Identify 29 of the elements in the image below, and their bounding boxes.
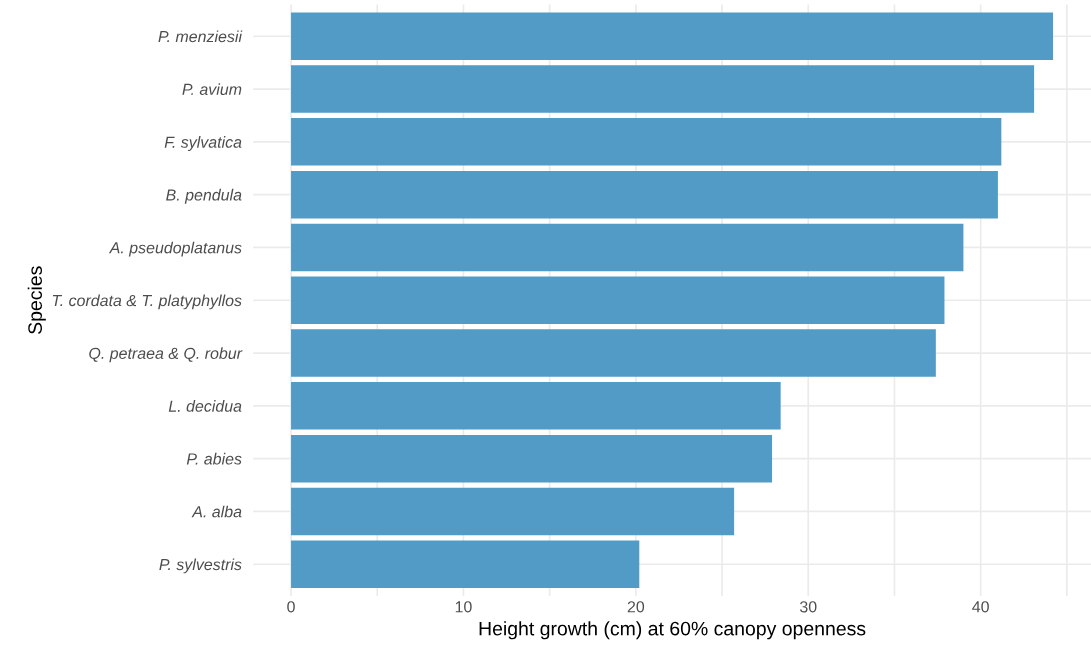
x-tick-label: 0	[287, 601, 295, 613]
bar	[291, 329, 936, 377]
y-tick-label: P. abies	[186, 452, 242, 465]
y-tick-label: L. decidua	[168, 400, 242, 412]
bar	[291, 540, 640, 588]
bar	[291, 382, 781, 430]
y-tick-label: A. alba	[191, 505, 242, 518]
y-tick-label: F. sylvatica	[164, 136, 242, 151]
x-axis-title: Height growth (cm) at 60% canopy openness	[479, 621, 866, 640]
y-tick-label: Q. petraea & Q. robur	[89, 347, 243, 363]
bar	[291, 276, 945, 325]
x-tick-label: 30	[799, 601, 817, 613]
y-axis-title: Species	[27, 266, 46, 334]
x-tick-label: 20	[627, 601, 645, 613]
bar	[291, 170, 998, 219]
bar	[291, 434, 773, 483]
y-tick-label: A. pseudoplatanus	[108, 241, 242, 257]
y-tick-label: P. menziesii	[158, 30, 243, 43]
bar	[291, 223, 964, 272]
bar	[291, 65, 1035, 113]
bar	[291, 118, 1002, 166]
y-tick-label: P. avium	[182, 83, 242, 96]
bar	[291, 487, 735, 536]
y-tick-label: T. cordata & T. platyphyllos	[52, 294, 242, 310]
y-tick-label: P. sylvestris	[159, 558, 242, 574]
x-tick-label: 10	[455, 601, 472, 613]
x-tick-label: 40	[972, 601, 989, 613]
bar	[291, 12, 1054, 61]
y-tick-label: B. pendula	[166, 188, 242, 204]
